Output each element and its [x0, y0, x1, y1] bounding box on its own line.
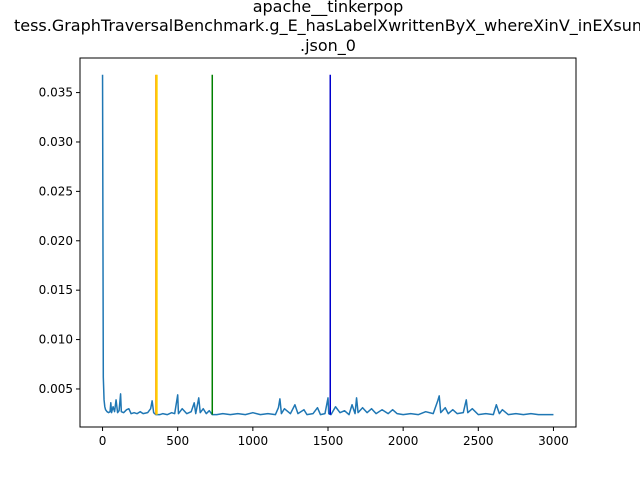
- chart-title: apache__tinkerpop tess.GraphTraversalBen…: [14, 0, 640, 56]
- title-line-1: apache__tinkerpop: [253, 0, 404, 17]
- plot-area: [80, 58, 576, 427]
- x-tick-label: 2500: [463, 434, 494, 448]
- x-tick-label: 0: [99, 434, 107, 448]
- y-tick-label: 0.010: [39, 333, 73, 347]
- y-tick-label: 0.025: [39, 184, 73, 198]
- x-tick-label: 1500: [313, 434, 344, 448]
- y-tick-label: 0.030: [39, 135, 73, 149]
- x-tick-label: 3000: [538, 434, 569, 448]
- y-tick-label: 0.035: [39, 86, 73, 100]
- y-axis: 0.005 0.010 0.015 0.020 0.025 0.030 0.035: [39, 86, 80, 396]
- x-tick-label: 500: [166, 434, 189, 448]
- plot-frame: [79, 57, 577, 428]
- series-line: [101, 74, 554, 416]
- x-tick-label: 2000: [388, 434, 419, 448]
- y-tick-label: 0.020: [39, 234, 73, 248]
- title-line-3: .json_0: [300, 36, 356, 56]
- series-layer: [101, 74, 554, 416]
- y-tick-label: 0.015: [39, 283, 73, 297]
- x-tick-label: 1000: [238, 434, 269, 448]
- title-line-2: tess.GraphTraversalBenchmark.g_E_hasLabe…: [14, 16, 640, 36]
- vline-layer: [155, 74, 332, 415]
- y-tick-label: 0.005: [39, 382, 73, 396]
- x-axis: 0 500 1000 1500 2000 2500 3000: [99, 427, 569, 448]
